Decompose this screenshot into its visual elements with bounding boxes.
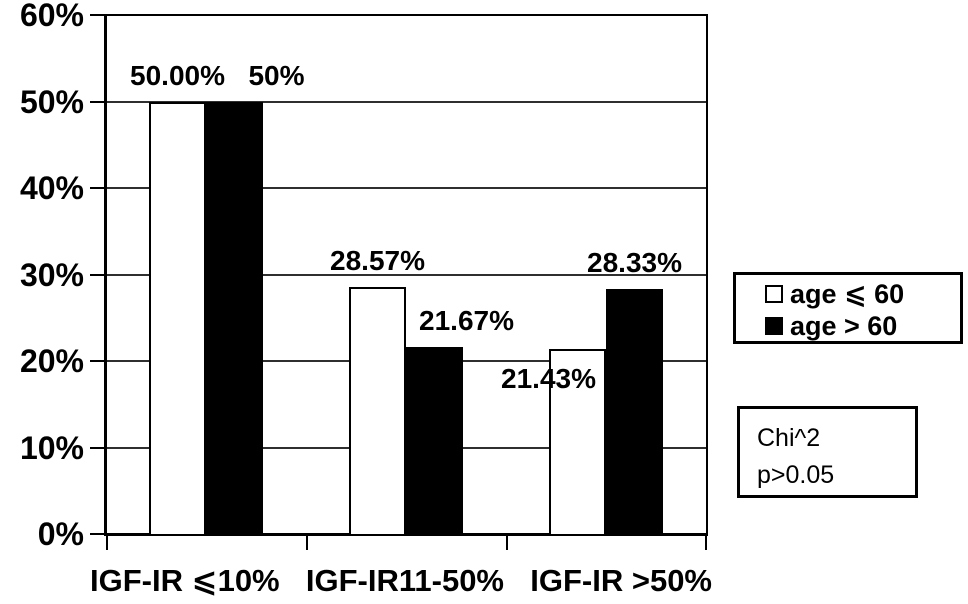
bar-value-label-age-le-60-cat3: 21.43% [501,362,596,394]
y-axis-label-50%: 50% [19,83,84,120]
legend-label-age-le-60: age ⩽ 60 [790,279,905,309]
bar-age-gt-60-cat1 [206,101,263,536]
x-axis-label-igf-ir-11-50: IGF-IR11-50% [305,563,504,598]
gridline-30pct [107,273,706,276]
y-axis-label-30%: 30% [19,256,84,293]
x-axis-labels: IGF-IR ⩽10% IGF-IR11-50% IGF-IR >50% [90,564,712,598]
legend-item-age-gt-60: age > 60 [765,310,960,342]
legend-label-age-gt-60: age > 60 [790,311,898,341]
legend: age ⩽ 60 age > 60 [733,272,963,344]
bar-age-le-60-cat3 [549,348,606,536]
y-axis-label-60%: 60% [19,0,84,33]
legend-swatch-black-icon [765,317,783,335]
y-axis-tick-60% [90,14,106,16]
x-axis-tick-3 [705,536,707,550]
bar-value-label-age-gt-60-cat3: 28.33% [587,246,682,278]
x-axis-label-igf-ir-gt-50: IGF-IR >50% [530,563,712,598]
bar-age-gt-60-cat2 [406,346,463,536]
bar-age-le-60-cat2 [349,286,406,536]
x-axis-label-igf-ir-le-10: IGF-IR ⩽10% [90,563,280,598]
gridline-40pct [107,187,706,189]
y-axis-label-40%: 40% [19,170,84,206]
legend-swatch-white-icon [765,285,783,303]
y-axis-tick-20% [90,360,106,362]
y-axis-tick-50% [90,100,106,103]
x-axis-tick-1 [306,536,308,550]
y-axis-tick-0% [90,533,106,535]
y-axis-label-20%: 20% [19,343,84,379]
y-axis-tick-10% [90,446,106,449]
bar-value-label-age-le-60-cat1: 50.00% [130,59,225,91]
y-axis-label-0%: 0% [37,516,84,552]
bar-age-le-60-cat1 [149,101,206,536]
chi-square-annotation-box: Chi^2 p>0.05 [737,406,918,498]
bar-value-label-age-le-60-cat2: 28.57% [330,244,425,276]
bar-age-gt-60-cat3 [606,288,663,536]
y-axis-label-10%: 10% [19,429,84,466]
legend-item-age-le-60: age ⩽ 60 [765,278,960,310]
bar-value-label-age-gt-60-cat1: 50% [248,59,305,91]
y-axis-tick-40% [90,187,106,189]
chi-square-text: Chi^2 [757,424,821,452]
p-value-text: p>0.05 [757,461,835,489]
gridline-50pct [107,100,706,103]
bar-value-label-age-gt-60-cat2: 21.67% [419,304,514,336]
x-axis-tick-0 [106,536,108,550]
x-axis-tick-2 [506,536,508,550]
y-axis-tick-30% [90,273,106,276]
